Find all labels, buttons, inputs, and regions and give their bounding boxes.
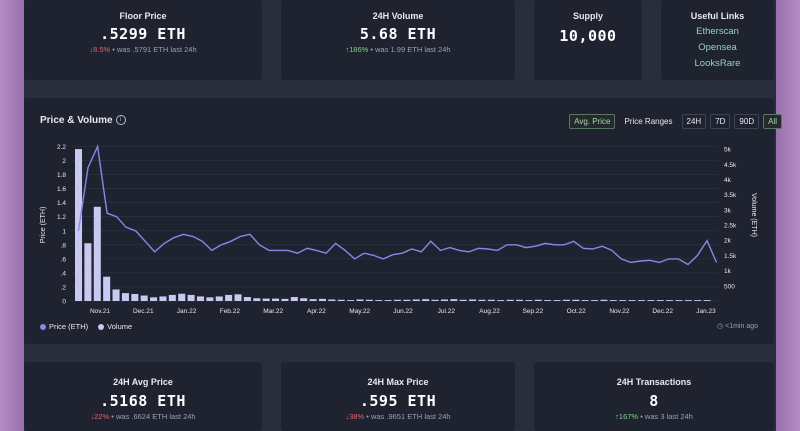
etherscan-link[interactable]: Etherscan	[696, 26, 739, 37]
transactions-change: ↑167% • was 3 last 24h	[534, 412, 774, 421]
transactions-card: 24H Transactions 8 ↑167% • was 3 last 24…	[534, 362, 774, 431]
previous-value: • was .5791 ETH last 24h	[112, 45, 197, 54]
max-price-card: 24H Max Price .595 ETH ↓38% • was .9651 …	[281, 362, 515, 431]
updated-text: <1min ago	[725, 323, 758, 330]
max-price-change: ↓38% • was .9651 ETH last 24h	[281, 412, 515, 421]
info-icon[interactable]: i	[115, 115, 126, 126]
max-price-value: .595 ETH	[359, 392, 437, 410]
tab-90d[interactable]: 90D	[734, 114, 760, 129]
legend-volume[interactable]: Volume	[98, 322, 132, 331]
card-title: Supply	[572, 11, 603, 21]
opensea-link[interactable]: Opensea	[698, 42, 737, 53]
volume-change: ↑186% • was 1.99 ETH last 24h	[281, 45, 515, 54]
legend-price[interactable]: Price (ETH)	[40, 322, 88, 331]
chart-title-text: Price & Volume	[40, 115, 113, 126]
arrow-up-icon: ↑	[615, 412, 619, 421]
chart-tabs: Avg. Price Price Ranges 24H 7D 90D All	[569, 114, 782, 129]
change-percent: 8.5%	[93, 45, 111, 54]
clock-icon: ◷	[717, 323, 724, 330]
tab-7d[interactable]: 7D	[710, 114, 731, 129]
arrow-down-icon: ↓	[90, 412, 95, 421]
useful-links-card: Useful Links Etherscan Opensea LooksRare	[661, 0, 774, 80]
supply-value: 10,000	[559, 27, 617, 45]
change-percent: 22%	[94, 412, 110, 421]
previous-value: • was .6624 ETH last 24h	[111, 412, 196, 421]
legend-price-label: Price (ETH)	[49, 322, 89, 331]
card-title: Floor Price	[119, 11, 167, 21]
volume-swatch-icon	[98, 324, 105, 331]
chart-legend: Price (ETH) Volume	[40, 322, 132, 331]
card-title: 24H Volume	[372, 11, 424, 21]
card-title: 24H Avg Price	[113, 377, 173, 387]
arrow-down-icon: ↓	[89, 45, 94, 54]
avg-price-change: ↓22% • was .6624 ETH last 24h	[24, 412, 262, 421]
tab-24h[interactable]: 24H	[681, 114, 707, 129]
transactions-value: 8	[649, 392, 659, 410]
previous-value: • was 1.99 ETH last 24h	[370, 45, 451, 54]
volume-value: 5.68 ETH	[359, 25, 437, 43]
price-swatch-icon	[40, 324, 46, 331]
tab-all[interactable]: All	[763, 114, 782, 129]
change-percent: 167%	[618, 412, 639, 421]
change-percent: 186%	[349, 45, 369, 54]
tab-price-ranges[interactable]: Price Ranges	[624, 117, 673, 126]
previous-value: • was .9651 ETH last 24h	[366, 412, 451, 421]
volume-card: 24H Volume 5.68 ETH ↑186% • was 1.99 ETH…	[281, 0, 515, 80]
avg-price-value: .5168 ETH	[100, 392, 186, 410]
chart-title: Price & Volume i	[40, 115, 126, 126]
card-title: 24H Transactions	[616, 377, 692, 387]
floor-price-value: .5299 ETH	[100, 25, 186, 43]
price-volume-panel	[24, 98, 774, 344]
arrow-up-icon: ↑	[345, 45, 350, 54]
looksrare-link[interactable]: LooksRare	[694, 58, 741, 69]
change-percent: 38%	[349, 412, 365, 421]
card-title: Useful Links	[690, 11, 745, 21]
arrow-down-icon: ↓	[345, 412, 350, 421]
card-title: 24H Max Price	[367, 377, 429, 387]
tab-avg-price[interactable]: Avg. Price	[569, 114, 616, 129]
floor-price-change: ↓8.5% • was .5791 ETH last 24h	[24, 45, 262, 54]
last-updated: ◷ <1min ago	[717, 322, 758, 330]
avg-price-card: 24H Avg Price .5168 ETH ↓22% • was .6624…	[24, 362, 262, 431]
floor-price-card: Floor Price .5299 ETH ↓8.5% • was .5791 …	[24, 0, 262, 80]
legend-volume-label: Volume	[107, 322, 133, 331]
previous-value: • was 3 last 24h	[640, 412, 693, 421]
supply-card: Supply 10,000	[534, 0, 642, 80]
